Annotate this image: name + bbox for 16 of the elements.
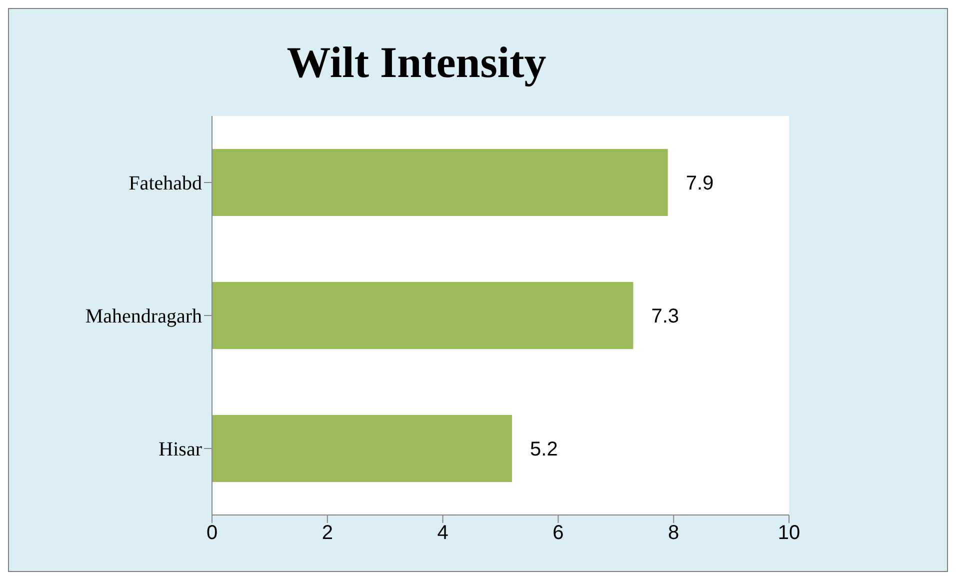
x-tick-label: 0 [206, 522, 218, 544]
y-tick-label: Hisar [158, 438, 202, 461]
bar [212, 282, 634, 349]
y-tick-label: Mahendragarh [85, 306, 202, 328]
x-tick-label: 8 [668, 522, 680, 544]
data-label: 5.2 [530, 438, 558, 461]
data-label: 7.3 [651, 306, 680, 328]
x-tick-label: 10 [778, 522, 800, 544]
bar [212, 149, 668, 216]
chart-title: Wilt Intensity [286, 37, 548, 88]
x-tick-label: 4 [437, 522, 448, 544]
x-tick-label: 6 [552, 522, 564, 544]
x-tick-label: 2 [322, 522, 333, 544]
y-tick-label: Fatehabd [128, 172, 202, 195]
data-label: 7.9 [686, 172, 714, 195]
bar [212, 415, 512, 482]
